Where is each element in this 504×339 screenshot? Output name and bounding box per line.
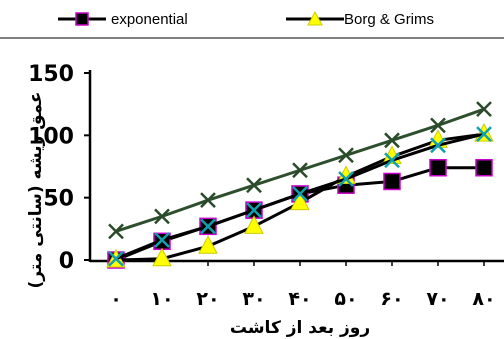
series-2 (108, 101, 492, 240)
x-tick-label: ۱۰ (150, 288, 173, 310)
data-point (200, 192, 216, 209)
x-tick-label: ۳۰ (242, 288, 265, 310)
y-axis-title: عمق ریشه (سانتی متر) (26, 91, 46, 288)
x-tick-label: ۲۰ (196, 288, 219, 310)
data-point (338, 171, 354, 187)
data-point (108, 223, 124, 240)
data-point (476, 101, 492, 118)
data-point (430, 137, 446, 154)
data-point (108, 250, 124, 267)
legend-marker-borg-grims (307, 10, 323, 26)
x-tick-label: ۵۰ (334, 288, 357, 310)
data-point (430, 117, 446, 134)
series-3 (108, 126, 492, 267)
data-point (154, 208, 170, 225)
data-point (198, 235, 218, 254)
legend-label-exponential: exponential (111, 11, 188, 28)
data-point (475, 158, 493, 177)
x-tick-label: ۰ (110, 288, 122, 310)
y-ticks: 0 50 100 150 (28, 62, 90, 274)
data-point (384, 152, 400, 169)
data-point (383, 172, 401, 191)
legend-label-borg-grims: Borg & Grims (344, 11, 434, 28)
x-tick-label: ۷۰ (426, 288, 449, 310)
data-point (384, 132, 400, 149)
legend: exponential Borg & Grims (58, 10, 434, 28)
data-point (152, 247, 172, 267)
data-point (292, 186, 308, 202)
data-point (154, 232, 170, 248)
y-tick-label: 150 (28, 62, 74, 87)
x-tick-label: ۴۰ (288, 288, 311, 310)
data-point (429, 158, 447, 177)
y-tick-label: 100 (28, 124, 74, 149)
x-tick-label: ۶۰ (380, 288, 403, 310)
x-tick-label: ۸۰ (472, 288, 495, 310)
legend-marker-exponential (75, 12, 89, 26)
data-point (290, 191, 310, 211)
y-tick-label: 50 (43, 187, 74, 212)
data-point (246, 177, 262, 194)
data-point (338, 147, 354, 164)
x-ticks: ۰ ۱۰ ۲۰ ۳۰ ۴۰ ۵۰ ۶۰ ۷۰ ۸۰ (110, 261, 496, 310)
series-layer (106, 101, 494, 269)
data-point (476, 126, 492, 142)
data-point (246, 202, 262, 219)
data-point (244, 215, 264, 234)
y-tick-label: 0 (59, 249, 74, 274)
data-point (200, 218, 216, 235)
data-point (292, 162, 308, 179)
x-axis-title: روز بعد از کاشت (230, 318, 370, 338)
